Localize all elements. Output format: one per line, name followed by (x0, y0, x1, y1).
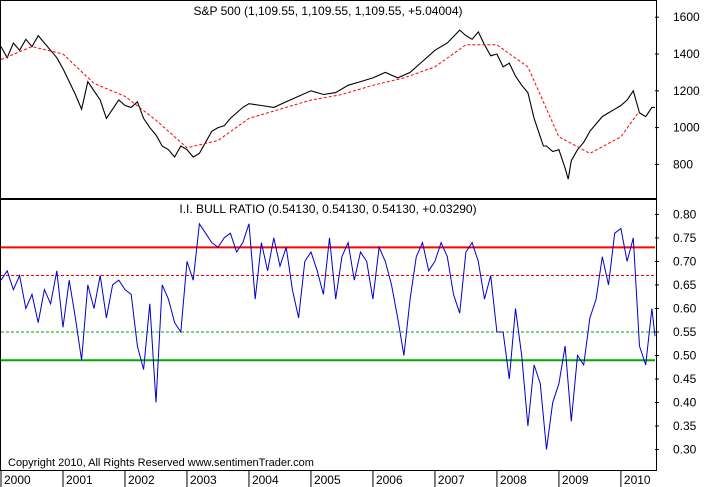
xtick-label: 2006 (376, 473, 403, 487)
ratio-series-layer (0, 222, 656, 450)
xtick-label: 2007 (438, 473, 465, 487)
xtick-label: 2009 (562, 473, 589, 487)
xtick-label: 2008 (500, 473, 527, 487)
price-panel-title: S&P 500 (1,109.55, 1,109.55, 1,109.55, +… (194, 4, 463, 18)
price-ytick-label: 1600 (673, 10, 700, 24)
xtick-label: 2003 (190, 473, 217, 487)
ratio-ytick-label: 0.60 (673, 301, 697, 315)
ratio-ytick-label: 0.35 (673, 419, 697, 433)
ratio-ytick-label: 0.50 (673, 348, 697, 362)
ratio-y-axis: 0.80 0.75 0.70 0.65 0.60 0.55 0.50 0.45 0.40 0.35… (655, 207, 697, 457)
xtick-label: 2004 (252, 473, 279, 487)
price-panel-frame (0, 0, 657, 199)
price-y-axis: 1600 1400 1200 1000 800 (655, 10, 700, 171)
ratio-ytick-label: 0.45 (673, 372, 697, 386)
ratio-ytick-label: 0.55 (673, 325, 697, 339)
ratio-ytick-label: 0.65 (673, 278, 697, 292)
xtick-label: 2002 (128, 473, 155, 487)
price-series-line (0, 29, 655, 180)
bull-ratio-series-line (0, 222, 656, 450)
price-ytick-label: 1000 (673, 121, 700, 135)
xtick-label: 2005 (314, 473, 341, 487)
price-series-layer (0, 29, 655, 180)
ratio-ytick-label: 0.30 (673, 443, 697, 457)
price-moving-average-line (0, 44, 640, 154)
copyright-text: Copyright 2010, All Rights Reserved www.… (8, 457, 314, 469)
xtick-label: 2000 (4, 473, 31, 487)
ratio-ytick-label: 0.75 (673, 231, 697, 245)
xtick-label: 2001 (66, 473, 93, 487)
price-ytick-label: 1400 (673, 47, 700, 61)
ratio-panel-frame (0, 199, 657, 471)
ratio-panel-title: I.I. BULL RATIO (0.54130, 0.54130, 0.541… (179, 202, 476, 216)
ratio-reference-lines (1, 246, 655, 362)
ratio-ytick-label: 0.80 (673, 207, 697, 221)
ratio-ytick-label: 0.40 (673, 396, 697, 410)
price-ytick-label: 800 (673, 157, 693, 171)
ratio-ytick-label: 0.70 (673, 254, 697, 268)
x-axis: 2000 2001 2002 2003 2004 2005 2006 2007 2008 2009… (0, 470, 651, 487)
xtick-label: 2010 (624, 473, 651, 487)
price-ytick-label: 1200 (673, 84, 700, 98)
